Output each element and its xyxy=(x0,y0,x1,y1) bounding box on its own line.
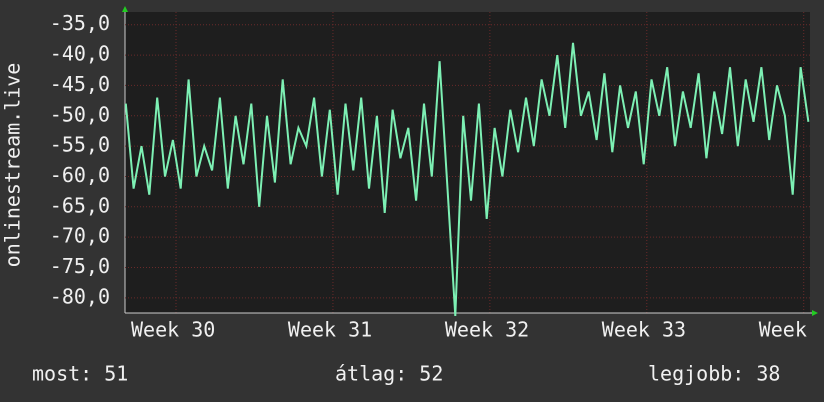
data-line xyxy=(124,42,810,317)
y-tick-label: -60,0 xyxy=(50,163,110,187)
x-tick-label: Week 33 xyxy=(602,318,686,342)
x-tick-label: Week 32 xyxy=(445,318,529,342)
y-tick-label: -45,0 xyxy=(50,72,110,96)
y-tick-label: -35,0 xyxy=(50,11,110,35)
stat-current: most: 51 xyxy=(32,362,128,386)
y-tick-label: -65,0 xyxy=(50,193,110,217)
stat-best: legjobb: 38 xyxy=(648,362,780,386)
x-tick-label: Week xyxy=(759,318,807,342)
y-tick-label: -80,0 xyxy=(50,284,110,308)
y-tick-label: -50,0 xyxy=(50,102,110,126)
y-tick-label: -40,0 xyxy=(50,42,110,66)
x-axis-arrow xyxy=(812,310,818,316)
y-tick-label: -55,0 xyxy=(50,133,110,157)
y-tick-label: -75,0 xyxy=(50,254,110,278)
x-tick-label: Week 30 xyxy=(131,318,215,342)
stat-average: átlag: 52 xyxy=(335,362,443,386)
y-tick-label: -70,0 xyxy=(50,224,110,248)
x-tick-label: Week 31 xyxy=(288,318,372,342)
y-axis-label: onlinestream.live xyxy=(1,63,25,268)
y-axis-arrow xyxy=(122,6,128,12)
